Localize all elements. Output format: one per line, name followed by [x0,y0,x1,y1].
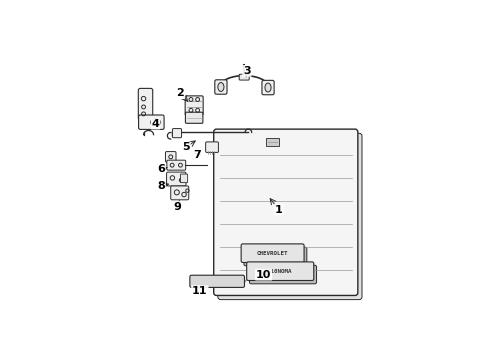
FancyBboxPatch shape [167,172,186,186]
FancyBboxPatch shape [185,112,203,123]
Text: 8: 8 [157,181,165,191]
Text: 4: 4 [151,118,159,129]
FancyBboxPatch shape [206,142,219,152]
Text: CHEVROLET: CHEVROLET [257,251,288,256]
FancyBboxPatch shape [214,129,358,296]
FancyBboxPatch shape [218,133,362,300]
FancyBboxPatch shape [249,265,317,284]
Ellipse shape [150,118,161,126]
Text: S10NOMA: S10NOMA [268,269,293,274]
Text: 9: 9 [174,202,182,212]
Text: 5: 5 [182,142,190,152]
Text: 1: 1 [275,204,283,215]
Ellipse shape [218,82,224,91]
FancyBboxPatch shape [241,244,304,262]
FancyBboxPatch shape [167,160,186,170]
FancyBboxPatch shape [239,74,249,80]
Text: 11: 11 [192,286,208,296]
Text: 10: 10 [256,270,271,280]
FancyBboxPatch shape [180,174,188,183]
FancyBboxPatch shape [139,115,164,129]
FancyBboxPatch shape [190,275,245,287]
FancyBboxPatch shape [172,129,182,138]
FancyBboxPatch shape [215,80,227,94]
Ellipse shape [265,83,271,92]
FancyBboxPatch shape [171,186,189,200]
Text: 3: 3 [243,66,251,76]
FancyBboxPatch shape [185,96,203,115]
Text: 6: 6 [157,164,165,174]
FancyBboxPatch shape [166,152,176,162]
Text: 2: 2 [176,88,184,98]
FancyBboxPatch shape [246,262,314,280]
Text: 7: 7 [193,150,201,161]
FancyBboxPatch shape [262,80,274,95]
FancyBboxPatch shape [244,247,307,266]
Bar [267,138,279,146]
FancyBboxPatch shape [138,89,153,120]
